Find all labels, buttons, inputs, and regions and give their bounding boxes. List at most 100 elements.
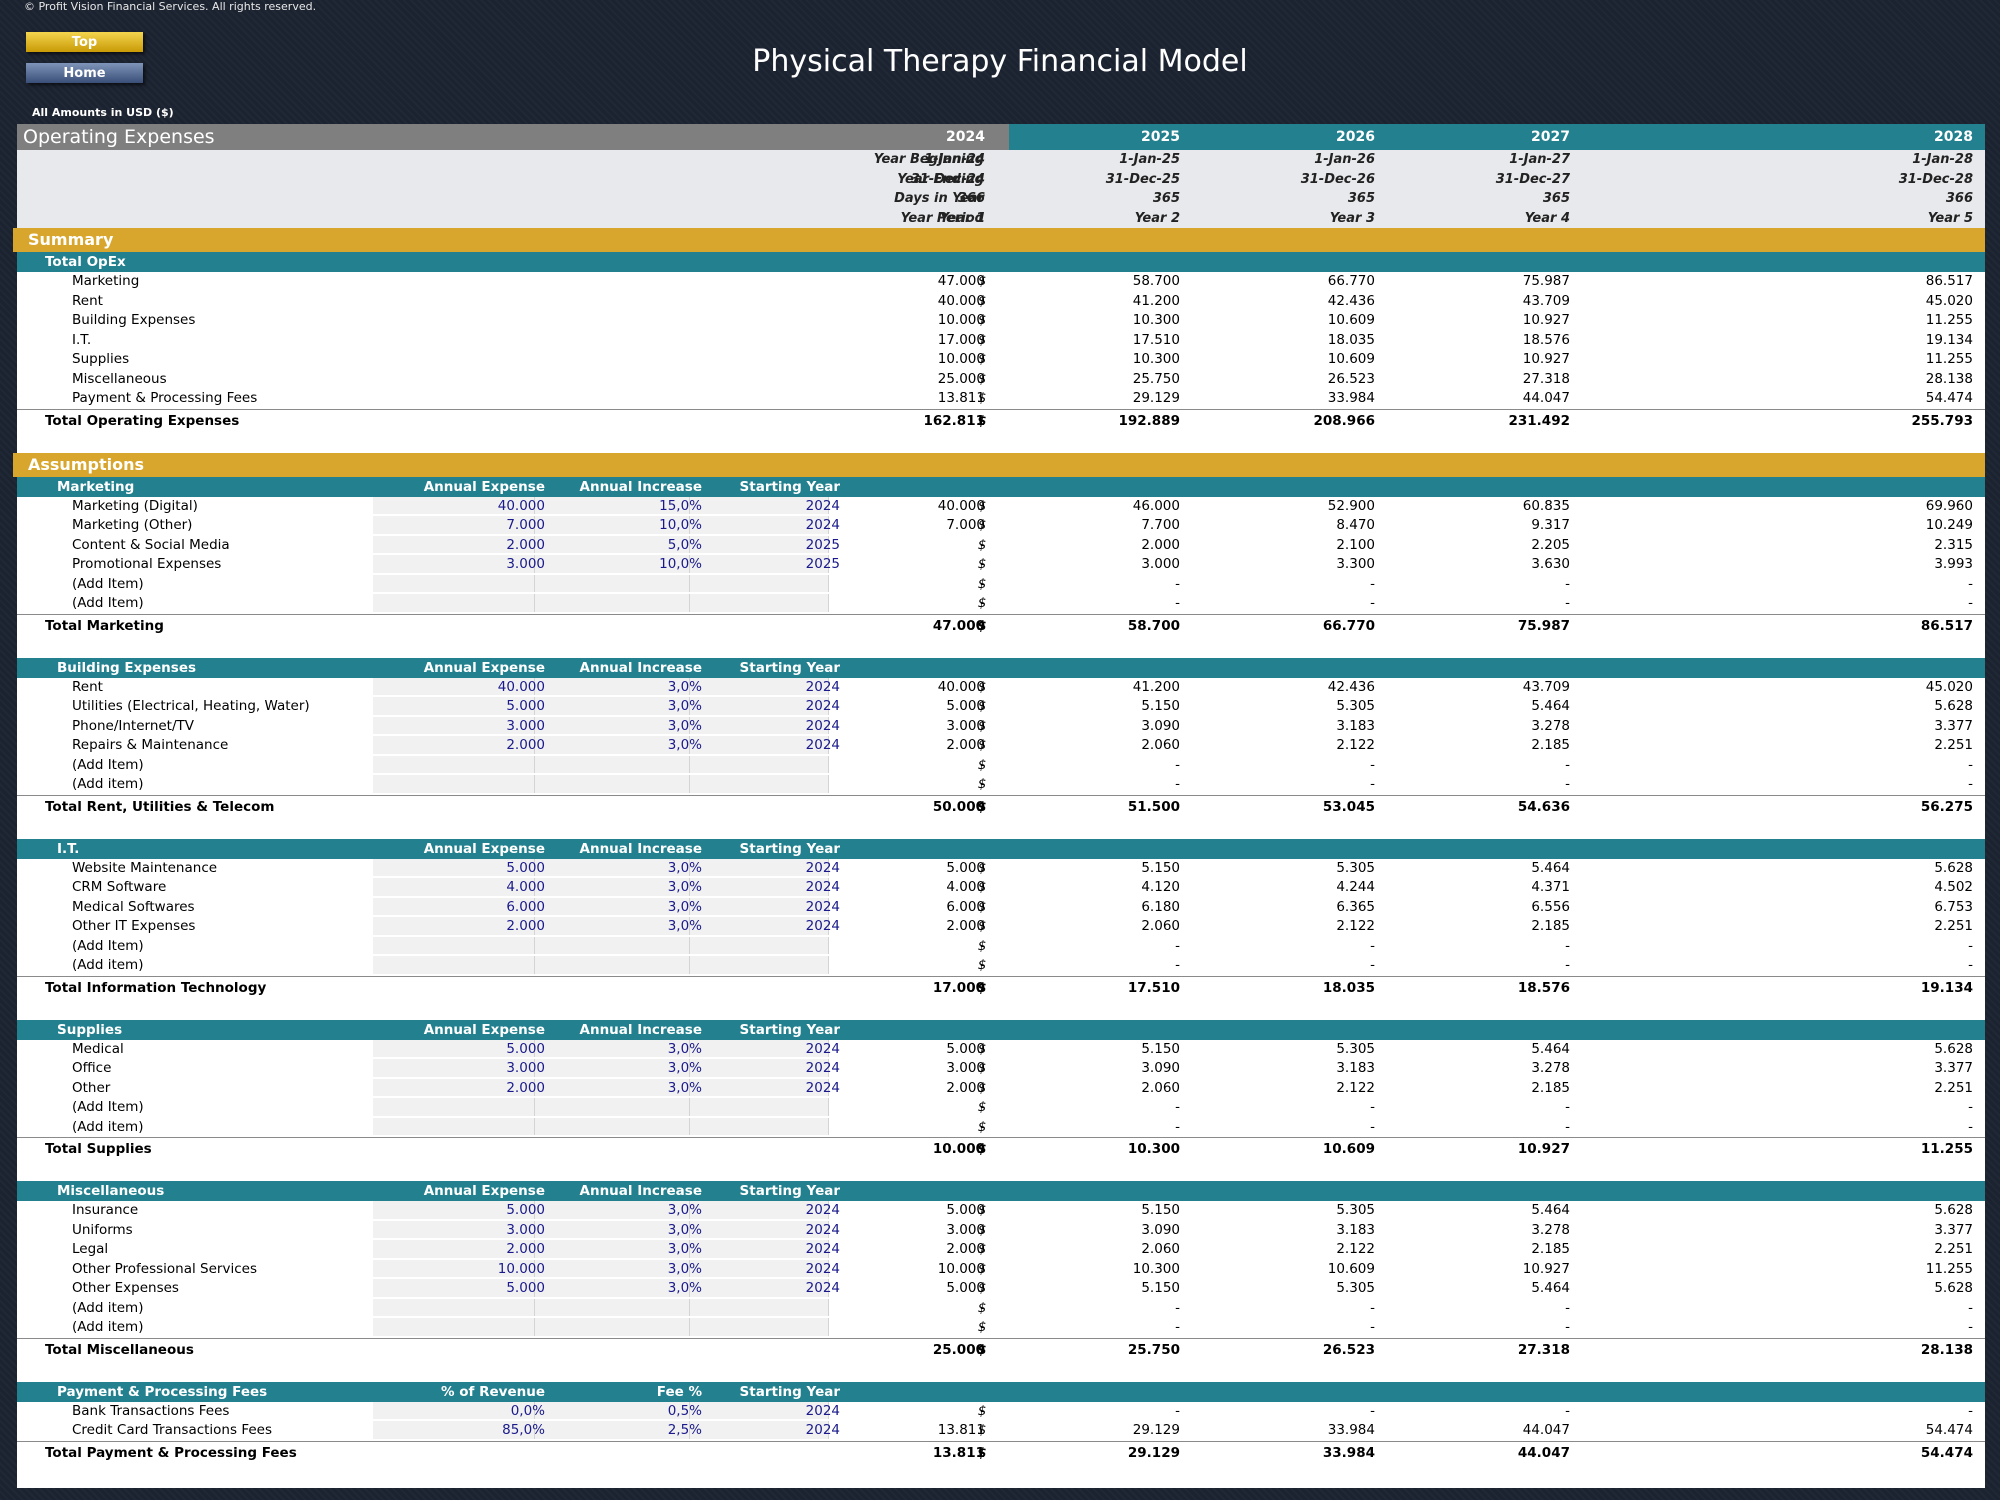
annual-expense-input[interactable] bbox=[373, 897, 535, 915]
annual-increase-input[interactable] bbox=[535, 736, 690, 754]
annual-expense-input[interactable] bbox=[373, 878, 535, 896]
starting-year-input[interactable] bbox=[690, 1421, 829, 1439]
starting-year-input[interactable] bbox=[690, 1240, 829, 1258]
annual-increase-input[interactable] bbox=[535, 1401, 690, 1419]
annual-increase-input[interactable] bbox=[535, 1098, 690, 1116]
annual-increase-input[interactable] bbox=[535, 1059, 690, 1077]
annual-increase-input[interactable] bbox=[535, 1117, 690, 1135]
annual-expense-input[interactable] bbox=[373, 755, 535, 773]
annual-increase-input[interactable] bbox=[535, 1279, 690, 1297]
annual-increase-input[interactable] bbox=[535, 1078, 690, 1096]
starting-year-input[interactable] bbox=[690, 516, 829, 534]
annual-expense-input[interactable] bbox=[373, 1201, 535, 1219]
annual-expense-input[interactable] bbox=[373, 555, 535, 573]
starting-year-input[interactable] bbox=[690, 555, 829, 573]
annual-increase-input[interactable] bbox=[535, 594, 690, 612]
annual-expense-input[interactable] bbox=[373, 1220, 535, 1238]
starting-year-input[interactable] bbox=[690, 594, 829, 612]
starting-year-input[interactable] bbox=[690, 1259, 829, 1277]
starting-year-input[interactable] bbox=[690, 1401, 829, 1419]
annual-increase-input[interactable] bbox=[535, 878, 690, 896]
annual-expense-input[interactable] bbox=[373, 574, 535, 592]
starting-year-input[interactable] bbox=[690, 736, 829, 754]
starting-year-input[interactable] bbox=[690, 858, 829, 876]
annual-expense-input[interactable] bbox=[373, 535, 535, 553]
starting-year-input[interactable] bbox=[690, 1220, 829, 1238]
annual-expense-input[interactable] bbox=[373, 1279, 535, 1297]
starting-year-input[interactable] bbox=[690, 1117, 829, 1135]
annual-expense-input[interactable] bbox=[373, 956, 535, 974]
annual-increase-input[interactable] bbox=[535, 1039, 690, 1057]
annual-increase-input[interactable] bbox=[535, 535, 690, 553]
annual-expense-input[interactable] bbox=[373, 775, 535, 793]
section-header: Building Expenses Annual Expense Annual In… bbox=[17, 657, 1985, 678]
annual-increase-input[interactable] bbox=[535, 755, 690, 773]
annual-expense-input[interactable] bbox=[373, 736, 535, 754]
starting-year-input[interactable] bbox=[690, 697, 829, 715]
year-value: 2.185 bbox=[1531, 737, 1570, 753]
starting-year-input[interactable] bbox=[690, 1279, 829, 1297]
annual-expense-input[interactable] bbox=[373, 1098, 535, 1116]
annual-expense-input[interactable] bbox=[373, 1078, 535, 1096]
starting-year-input[interactable] bbox=[690, 1039, 829, 1057]
annual-increase-input[interactable] bbox=[535, 1259, 690, 1277]
top-button[interactable]: Top bbox=[26, 32, 143, 52]
annual-increase-input[interactable] bbox=[535, 897, 690, 915]
starting-year-input[interactable] bbox=[690, 496, 829, 514]
annual-expense-input[interactable] bbox=[373, 496, 535, 514]
annual-increase-input[interactable] bbox=[535, 555, 690, 573]
annual-expense-input[interactable] bbox=[373, 594, 535, 612]
annual-expense-input[interactable] bbox=[373, 716, 535, 734]
annual-increase-input[interactable] bbox=[535, 1421, 690, 1439]
annual-increase-input[interactable] bbox=[535, 956, 690, 974]
starting-year-input[interactable] bbox=[690, 1059, 829, 1077]
starting-year-input[interactable] bbox=[690, 1298, 829, 1316]
annual-expense-input[interactable] bbox=[373, 858, 535, 876]
starting-year-input[interactable] bbox=[690, 917, 829, 935]
starting-year-input[interactable] bbox=[690, 677, 829, 695]
starting-year-input[interactable] bbox=[690, 535, 829, 553]
annual-expense-input[interactable] bbox=[373, 1240, 535, 1258]
annual-expense-input[interactable] bbox=[373, 1059, 535, 1077]
starting-year-input[interactable] bbox=[690, 1078, 829, 1096]
annual-increase-input[interactable] bbox=[535, 775, 690, 793]
annual-increase-input[interactable] bbox=[535, 858, 690, 876]
annual-increase-input[interactable] bbox=[535, 917, 690, 935]
annual-increase-input[interactable] bbox=[535, 936, 690, 954]
annual-expense-input[interactable] bbox=[373, 1039, 535, 1057]
annual-increase-input[interactable] bbox=[535, 697, 690, 715]
annual-increase-input[interactable] bbox=[535, 1298, 690, 1316]
starting-year-input[interactable] bbox=[690, 574, 829, 592]
starting-year-input[interactable] bbox=[690, 936, 829, 954]
annual-expense-input[interactable] bbox=[373, 936, 535, 954]
annual-increase-input[interactable] bbox=[535, 1318, 690, 1336]
annual-increase-input[interactable] bbox=[535, 496, 690, 514]
annual-expense-input[interactable] bbox=[373, 677, 535, 695]
starting-year-input[interactable] bbox=[690, 956, 829, 974]
annual-increase-input[interactable] bbox=[535, 574, 690, 592]
starting-year-input[interactable] bbox=[690, 1318, 829, 1336]
starting-year-input[interactable] bbox=[690, 755, 829, 773]
annual-increase-input[interactable] bbox=[535, 716, 690, 734]
annual-expense-input[interactable] bbox=[373, 516, 535, 534]
annual-increase-input[interactable] bbox=[535, 1201, 690, 1219]
annual-increase-input[interactable] bbox=[535, 516, 690, 534]
annual-expense-input[interactable] bbox=[373, 1259, 535, 1277]
starting-year-input[interactable] bbox=[690, 878, 829, 896]
annual-increase-input[interactable] bbox=[535, 677, 690, 695]
starting-year-input[interactable] bbox=[690, 1098, 829, 1116]
annual-expense-input[interactable] bbox=[373, 1318, 535, 1336]
starting-year-input[interactable] bbox=[690, 775, 829, 793]
annual-increase-input[interactable] bbox=[535, 1240, 690, 1258]
annual-expense-input[interactable] bbox=[373, 1421, 535, 1439]
annual-increase-input[interactable] bbox=[535, 1220, 690, 1238]
annual-expense-input[interactable] bbox=[373, 697, 535, 715]
annual-expense-input[interactable] bbox=[373, 1401, 535, 1419]
annual-expense-input[interactable] bbox=[373, 1298, 535, 1316]
starting-year-input[interactable] bbox=[690, 1201, 829, 1219]
home-button[interactable]: Home bbox=[26, 63, 143, 83]
starting-year-input[interactable] bbox=[690, 897, 829, 915]
annual-expense-input[interactable] bbox=[373, 917, 535, 935]
annual-expense-input[interactable] bbox=[373, 1117, 535, 1135]
starting-year-input[interactable] bbox=[690, 716, 829, 734]
